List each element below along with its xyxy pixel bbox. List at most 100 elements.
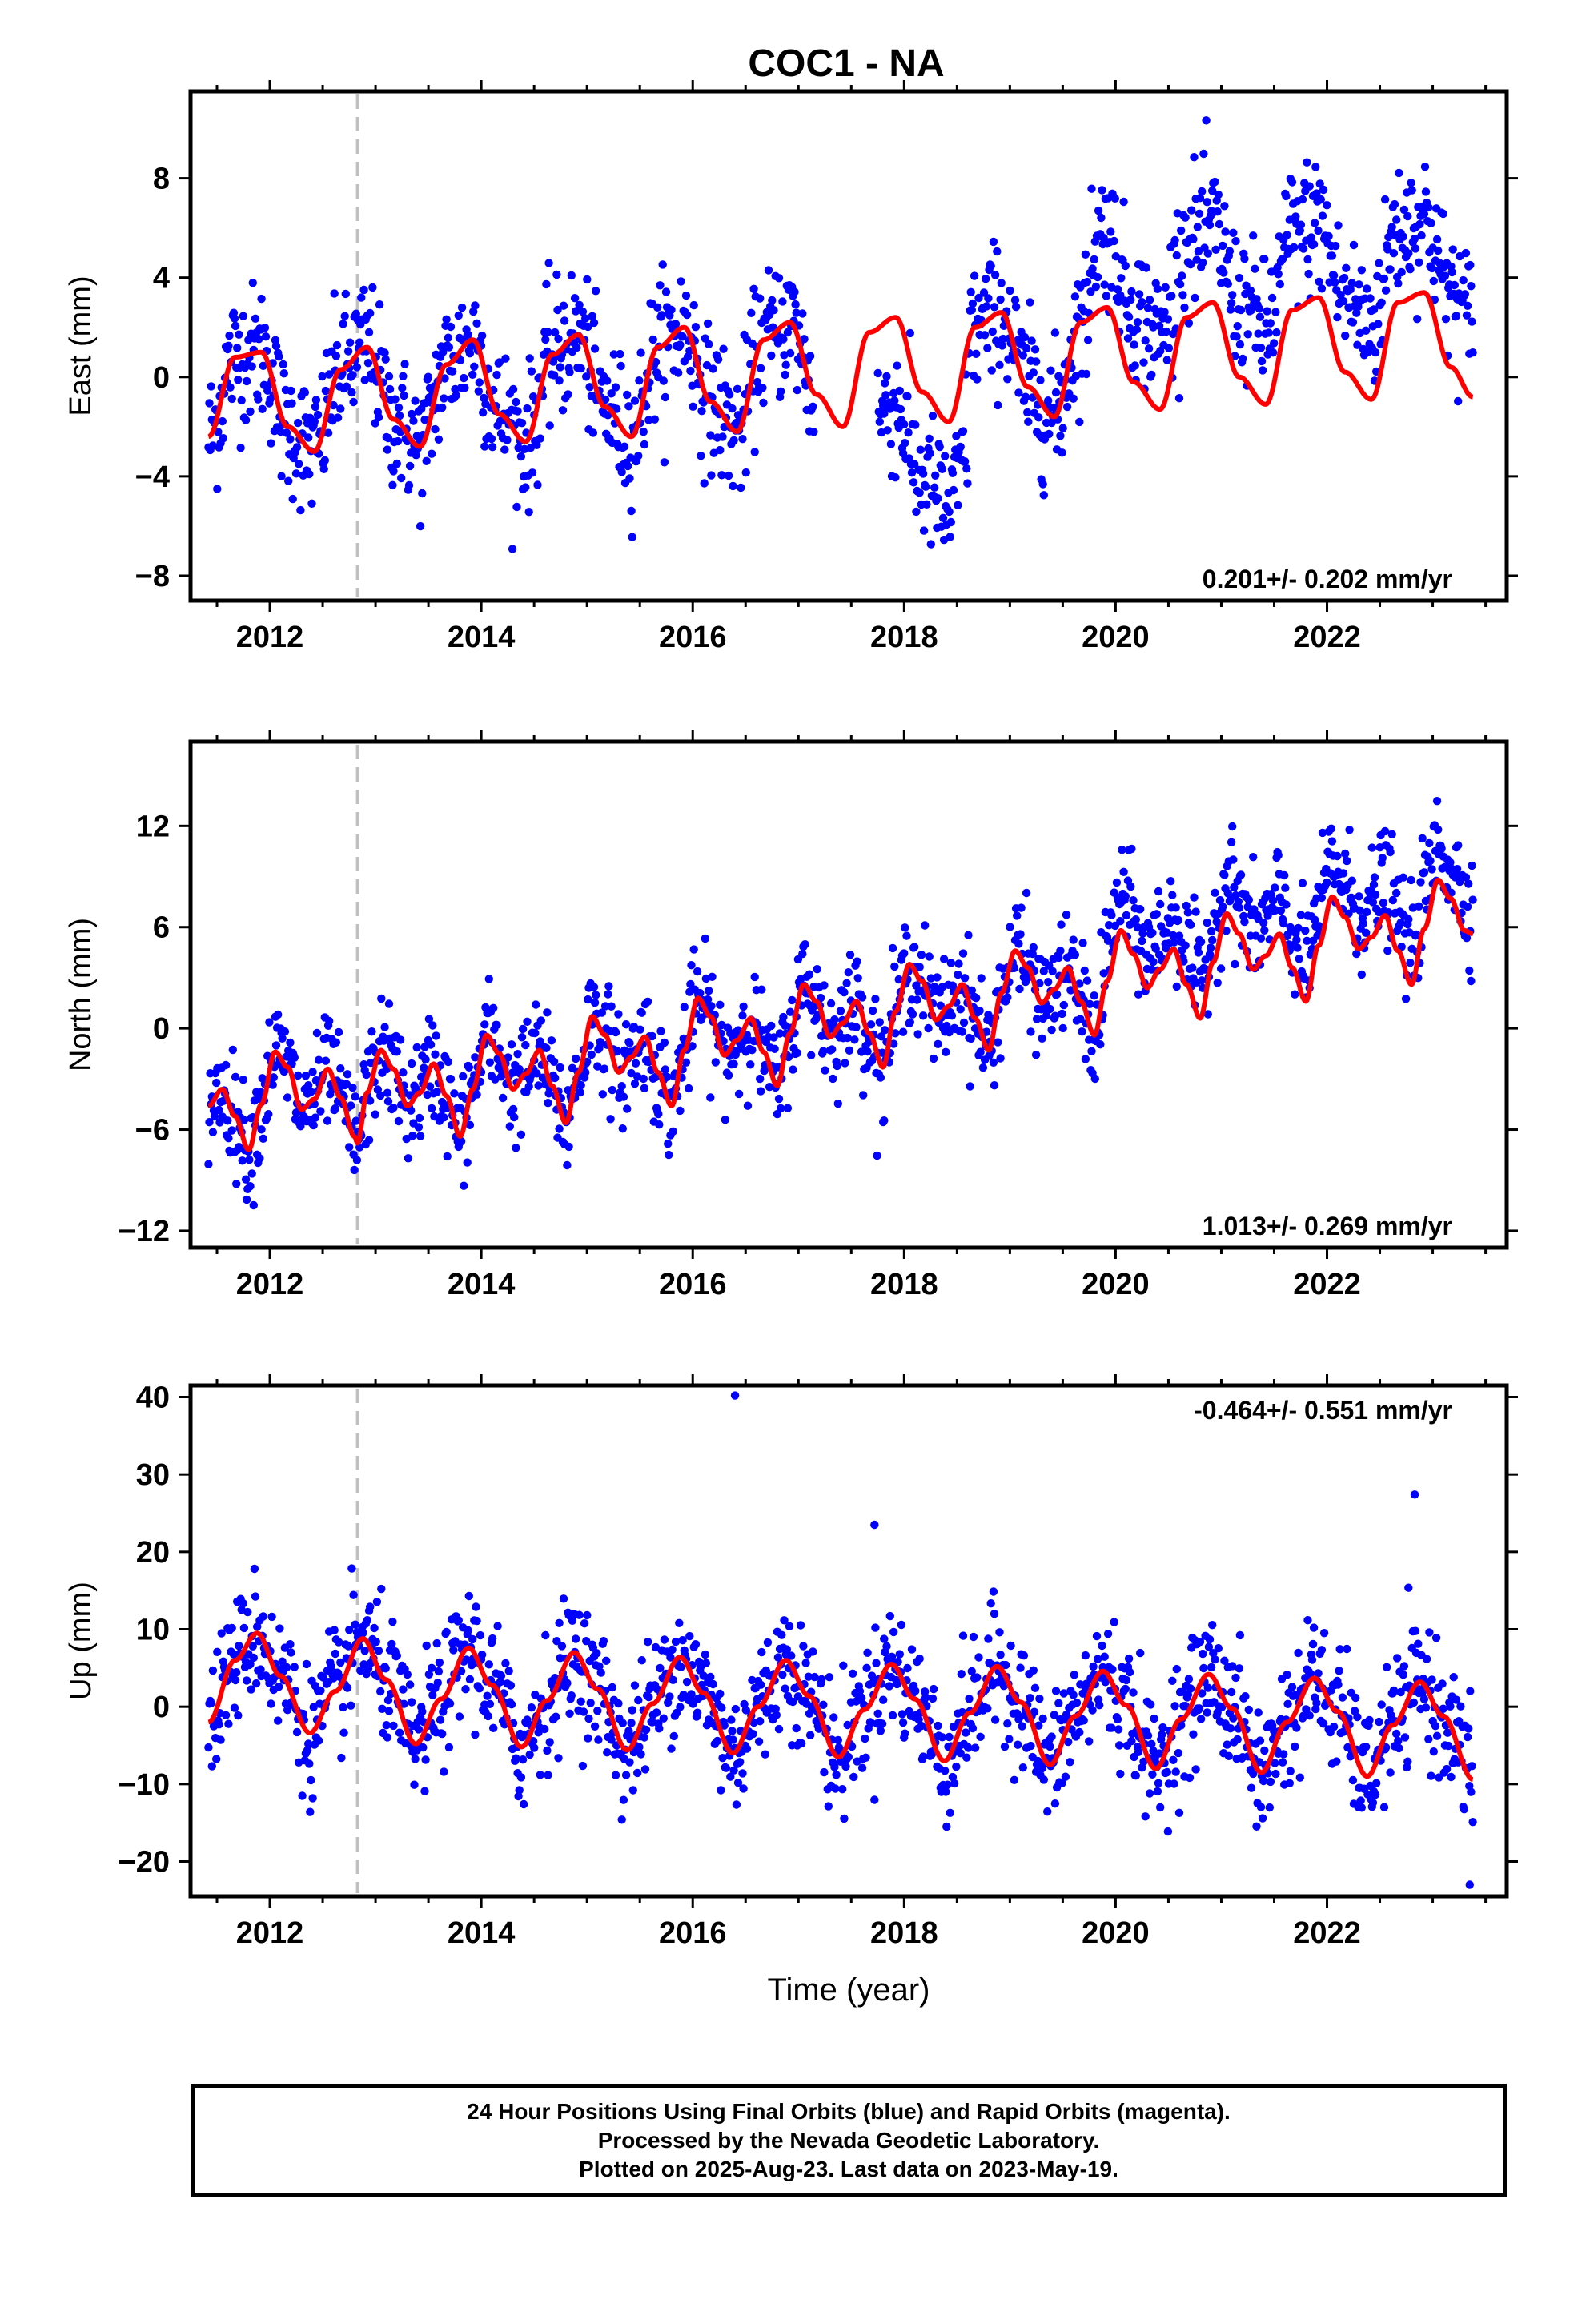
data-point	[1152, 910, 1162, 919]
data-point	[460, 384, 469, 392]
data-point	[1258, 1814, 1267, 1823]
data-point	[1367, 843, 1377, 852]
data-point	[604, 990, 612, 999]
data-point	[701, 934, 709, 943]
data-point	[757, 1680, 765, 1689]
data-point	[1141, 1812, 1150, 1821]
data-point	[342, 382, 351, 391]
data-point	[556, 363, 564, 372]
data-point	[1419, 868, 1429, 877]
data-point	[1081, 1651, 1090, 1660]
data-point	[907, 1645, 917, 1654]
data-point	[544, 259, 553, 267]
y-axis-label: East (mm)	[64, 275, 98, 416]
data-point	[756, 1717, 765, 1726]
data-point	[630, 396, 640, 405]
data-point	[877, 1719, 887, 1728]
data-point	[664, 1140, 673, 1148]
data-point	[1079, 1716, 1088, 1725]
x-tick-label: 2018	[870, 1916, 938, 1950]
data-point	[1335, 1667, 1343, 1675]
data-point	[739, 1784, 748, 1793]
data-point	[331, 1038, 341, 1047]
data-point	[1056, 947, 1065, 955]
data-point	[973, 375, 982, 384]
data-point	[388, 480, 397, 489]
data-point	[1219, 268, 1228, 277]
data-point	[948, 1772, 958, 1782]
data-point	[1386, 265, 1395, 274]
data-point	[771, 1704, 780, 1713]
data-point	[1093, 1655, 1102, 1663]
data-point	[1170, 1702, 1179, 1711]
data-point	[644, 416, 653, 424]
data-point	[280, 1027, 290, 1036]
data-point	[392, 1047, 401, 1056]
data-point	[1370, 873, 1379, 882]
data-point	[528, 1737, 538, 1746]
data-point	[956, 1749, 965, 1758]
data-point	[897, 1620, 906, 1630]
data-point	[1026, 298, 1034, 307]
data-point	[412, 1043, 421, 1052]
data-point	[312, 1028, 322, 1038]
data-point	[468, 1634, 477, 1644]
data-point	[446, 1075, 456, 1084]
data-point	[982, 275, 990, 283]
data-point	[1039, 1775, 1049, 1784]
data-point	[1076, 1015, 1085, 1023]
data-point	[1162, 327, 1170, 336]
data-point	[943, 1780, 952, 1789]
data-point	[798, 950, 807, 959]
data-point	[768, 296, 777, 305]
data-point	[1229, 855, 1238, 864]
data-point	[567, 271, 576, 280]
data-point	[552, 1637, 561, 1646]
data-point	[287, 386, 295, 396]
data-point	[1346, 285, 1355, 294]
data-point	[1260, 926, 1269, 935]
data-point	[205, 1118, 214, 1127]
data-point	[492, 1020, 501, 1030]
data-point	[895, 386, 905, 396]
data-point	[792, 1723, 801, 1733]
data-point	[701, 1659, 711, 1667]
data-point	[421, 1055, 430, 1064]
data-point	[1028, 949, 1037, 959]
data-point	[1254, 1708, 1263, 1717]
data-point	[1231, 959, 1239, 969]
data-point	[1434, 825, 1443, 834]
data-point	[1447, 267, 1456, 277]
data-point	[352, 363, 362, 372]
data-point	[917, 951, 926, 959]
data-point	[1145, 296, 1154, 304]
data-point	[1023, 408, 1032, 417]
data-point	[904, 428, 913, 437]
data-point	[608, 1683, 616, 1692]
data-point	[993, 247, 1002, 256]
data-point	[1146, 1700, 1155, 1709]
data-point	[934, 1721, 942, 1731]
data-point	[994, 400, 1002, 410]
data-point	[286, 1038, 295, 1047]
data-point	[1107, 911, 1116, 919]
data-point	[863, 1648, 872, 1657]
data-point	[893, 1679, 901, 1689]
data-point	[1268, 896, 1278, 905]
data-point	[964, 1743, 973, 1752]
data-point	[448, 367, 457, 376]
data-point	[777, 387, 785, 396]
data-point	[1003, 1719, 1012, 1728]
data-point	[307, 1775, 315, 1785]
data-point	[444, 333, 452, 342]
y-tick-label: 0	[153, 1691, 170, 1724]
data-point	[570, 294, 580, 303]
data-point	[946, 959, 956, 967]
data-point	[587, 1050, 596, 1059]
data-point	[367, 1027, 376, 1036]
data-point	[1342, 263, 1351, 272]
data-point	[724, 471, 733, 480]
data-point	[309, 1120, 318, 1130]
data-point	[551, 1073, 560, 1083]
data-point	[308, 1068, 317, 1076]
